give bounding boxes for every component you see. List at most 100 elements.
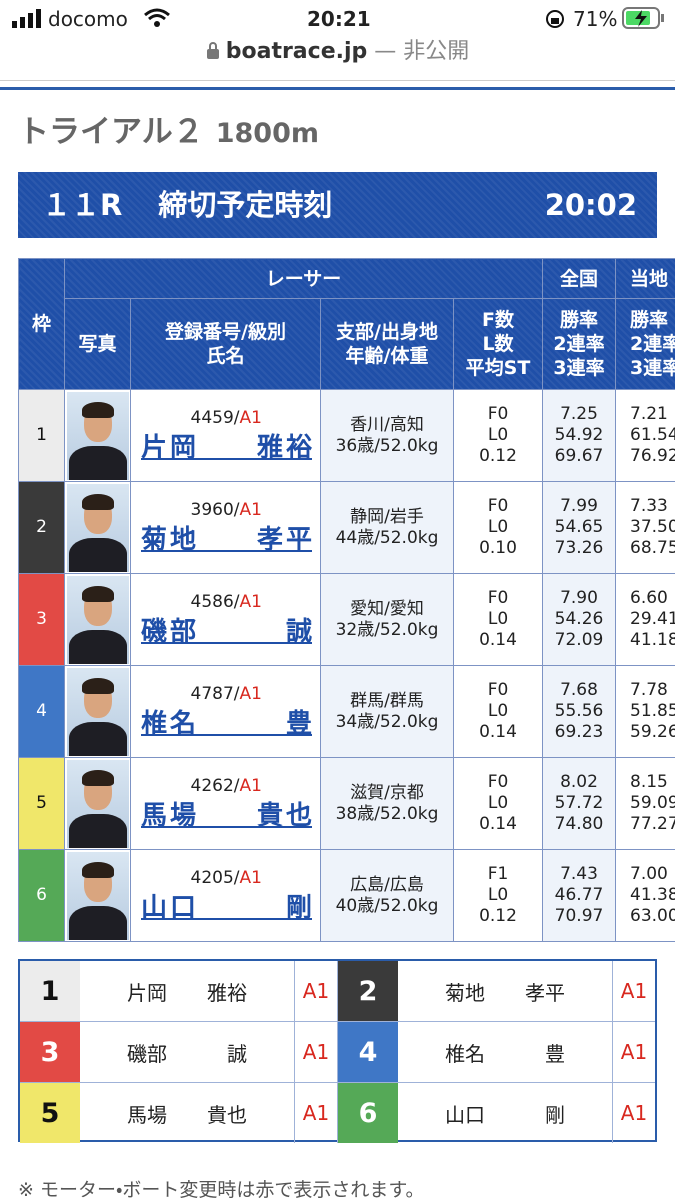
header-national: 全国 (543, 259, 616, 299)
national-rate: 69.23 (543, 722, 615, 743)
local-rate: 59.09 (630, 793, 675, 814)
header-reg: 登録番号/級別氏名 (131, 299, 321, 390)
stat-f: F0 (454, 496, 542, 517)
age-weight: 32歳/52.0kg (321, 620, 453, 641)
reg-number: 4459/ (191, 408, 240, 428)
signal-icon (12, 8, 42, 28)
national-rate: 8.02 (543, 772, 615, 793)
summary-name: 磯部 誠 (80, 1022, 295, 1082)
stat-f: F0 (454, 588, 542, 609)
reg-line: 4262/A1 (131, 776, 320, 797)
racer-photo (67, 760, 129, 848)
branch: 香川/高知 (321, 415, 453, 436)
age-weight: 44歳/52.0kg (321, 528, 453, 549)
race-title: トライアル２ (18, 114, 204, 150)
photo-body (69, 722, 127, 756)
summary-name: 山口 剛 (398, 1083, 613, 1143)
summary-class: A1 (613, 1083, 655, 1143)
summary-name: 椎名 豊 (398, 1022, 613, 1082)
header-reg-class: 登録番号/級別 (165, 321, 286, 343)
deadline-time: 20:02 (545, 172, 637, 238)
national-rate: 54.92 (543, 425, 615, 446)
national-rate: 46.77 (543, 885, 615, 906)
local-rate: 51.85 (630, 701, 675, 722)
header-racer: レーサー (65, 259, 543, 299)
age-weight: 40歳/52.0kg (321, 896, 453, 917)
summary-class: A1 (295, 961, 337, 1021)
racer-name[interactable]: 片岡 雅裕 (141, 433, 312, 463)
race-number: １１R (42, 188, 122, 222)
branch: 静岡/岩手 (321, 507, 453, 528)
racer-name[interactable]: 磯部 誠 (141, 617, 312, 647)
frame-number: 5 (19, 758, 65, 850)
photo-body (69, 630, 127, 664)
summary-frame: 6 (338, 1083, 398, 1143)
stat-f: F0 (454, 680, 542, 701)
header-branch-text: 支部/出身地 (336, 321, 438, 343)
stat-f: F1 (454, 864, 542, 885)
reg-line: 4459/A1 (131, 408, 320, 429)
header-l: L数 (482, 333, 513, 355)
racer-name[interactable]: 椎名 豊 (141, 709, 312, 739)
url-host: boatrace.jp (226, 39, 368, 64)
local-rate: 41.18 (630, 630, 675, 651)
summary-frame: 5 (20, 1083, 80, 1143)
header-branch: 支部/出身地年齢/体重 (321, 299, 454, 390)
lock-rotation-icon (545, 9, 565, 29)
summary-name: 片岡 雅裕 (80, 961, 295, 1021)
summary-frame: 4 (338, 1022, 398, 1082)
age-weight: 34歳/52.0kg (321, 712, 453, 733)
reg-number: 4205/ (191, 868, 240, 888)
battery-percent: 71% (573, 7, 617, 31)
reg-line: 4205/A1 (131, 868, 320, 889)
photo-hair (82, 862, 114, 878)
stat-st: 0.14 (454, 814, 542, 835)
local-rate: 76.92 (630, 446, 675, 467)
photo-cell (65, 390, 131, 482)
reg-line: 4586/A1 (131, 592, 320, 613)
photo-cell (65, 758, 131, 850)
stat-st: 0.12 (454, 906, 542, 927)
national-rate: 7.68 (543, 680, 615, 701)
racer-name[interactable]: 山口 剛 (141, 893, 312, 923)
racer-name[interactable]: 馬場 貴也 (141, 801, 312, 831)
stat-st: 0.14 (454, 722, 542, 743)
frame-number: 6 (19, 850, 65, 942)
footnote: ※ モーター・ボート変更時は赤で表示されます。 (18, 1175, 425, 1202)
local-rate: 61.54 (630, 425, 675, 446)
national-rate: 7.90 (543, 588, 615, 609)
photo-hair (82, 678, 114, 694)
header-name: 氏名 (206, 345, 244, 367)
url-bar[interactable]: boatrace.jp — 非公開 (0, 36, 675, 76)
stat-st: 0.12 (454, 446, 542, 467)
racer-name[interactable]: 菊地 孝平 (141, 525, 312, 555)
photo-cell (65, 574, 131, 666)
national-rate: 72.09 (543, 630, 615, 651)
summary-class: A1 (613, 1022, 655, 1082)
deadline-label: 締切予定時刻 (158, 188, 332, 222)
photo-hair (82, 402, 114, 418)
header-rate2: 2連率 (553, 333, 604, 355)
stat-st: 0.14 (454, 630, 542, 651)
reg-number: 4262/ (191, 776, 240, 796)
